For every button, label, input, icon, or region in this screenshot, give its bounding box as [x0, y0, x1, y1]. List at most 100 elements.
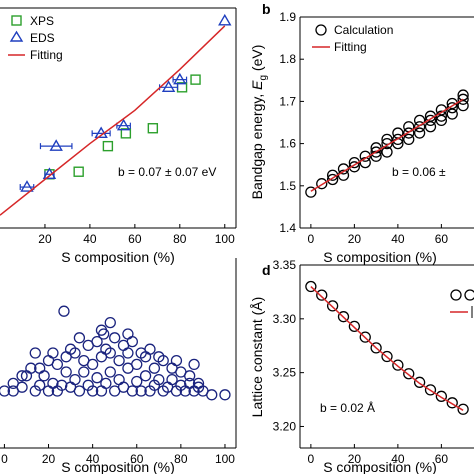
data-point-square — [73, 166, 84, 177]
data-point-circle — [104, 366, 116, 378]
data-point-circle — [413, 121, 426, 133]
data-point-circle — [56, 379, 68, 391]
x-tick-label: 20 — [348, 232, 362, 246]
x-tick-label: 20 — [42, 452, 56, 466]
data-point-circle — [78, 366, 90, 378]
y-tick-label: 1.6 — [279, 137, 296, 151]
data-point-circle — [457, 93, 469, 105]
panel-d-marks — [305, 280, 469, 415]
legend-fitting-label: Fitting — [30, 48, 63, 62]
data-point-circle — [457, 403, 469, 415]
data-point-circle — [403, 127, 415, 139]
panel-a-legend: XPS EDS Fitting — [8, 14, 63, 62]
panel-c-x-axis-label: S composition (%) — [61, 459, 175, 474]
data-point-square — [190, 74, 201, 85]
panel-b-x-axis-label: S composition (%) — [323, 249, 437, 265]
legend-d-circle-marker — [450, 289, 462, 301]
x-tick-label: 60 — [435, 232, 449, 246]
legend-calculation-label: Calculation — [334, 23, 393, 37]
x-tick-label: 40 — [391, 452, 405, 466]
x-tick-label: 0 — [1, 452, 8, 466]
data-point-circle — [316, 178, 328, 190]
data-point-circle — [446, 102, 458, 114]
data-point-triangle — [218, 13, 232, 26]
y-tick-label: 1.9 — [279, 10, 296, 24]
data-point-circle — [305, 280, 317, 293]
panel-d-x-axis-label: S composition (%) — [323, 459, 437, 474]
data-point-circle — [7, 377, 19, 390]
data-point-square — [147, 123, 159, 134]
panel-b-marks — [305, 89, 469, 198]
y-tick-label: 1.7 — [279, 94, 296, 108]
panel-c-ticks: 0 20 40 60 80 100 — [1, 444, 235, 466]
data-point-circle — [34, 362, 46, 374]
data-point-square — [120, 128, 132, 139]
data-point-circle — [403, 133, 415, 146]
panel-d-legend — [450, 289, 474, 318]
x-tick-label: 60 — [128, 232, 142, 246]
data-point-circle — [446, 397, 458, 409]
data-point-circle — [192, 377, 205, 390]
data-point-circle — [100, 377, 112, 390]
data-point-circle — [326, 300, 339, 312]
data-point-circle — [100, 343, 112, 355]
x-tick-label: 20 — [38, 232, 52, 246]
data-point-circle — [86, 385, 99, 397]
y-tick-label: 1.8 — [279, 52, 296, 66]
panel-c-marks — [0, 305, 231, 401]
panel-d-letter: d — [262, 262, 271, 278]
legend-d-circle-marker-2 — [464, 289, 474, 301]
x-tick-label: 20 — [348, 452, 362, 466]
data-point-circle — [370, 142, 382, 154]
data-point-circle — [184, 370, 196, 382]
legend-eds-marker — [9, 30, 24, 42]
data-point-triangle — [20, 180, 34, 192]
panel-a: 20 40 60 80 100 S composition (%) b = 0.07 ±… — [0, 7, 237, 265]
data-point-circle — [73, 332, 86, 344]
data-point-circle — [34, 379, 46, 391]
data-point-circle — [381, 137, 393, 150]
data-point-circle — [206, 389, 218, 401]
data-point-triangle — [173, 72, 187, 85]
data-point-triangle — [49, 139, 63, 151]
data-point-circle — [113, 373, 125, 386]
data-point-circle — [413, 376, 426, 388]
series-line-fit — [310, 285, 464, 411]
data-point-circle — [126, 385, 138, 397]
panel-b-ticks: 0 20 40 60 1.4 1.5 1.6 1.7 1.8 1.9 — [279, 10, 448, 246]
panel-b-legend: Calculation Fitting — [312, 23, 393, 54]
data-point-circle — [131, 358, 143, 371]
y-tick-label: 1.5 — [279, 179, 296, 193]
legend-calculation-marker — [315, 24, 327, 36]
data-point-circle — [69, 373, 81, 386]
data-point-circle — [403, 368, 415, 380]
data-point-triangle — [116, 118, 131, 131]
data-point-circle — [109, 332, 121, 344]
panel-d-y-axis-label: Lattice constant (Å) — [249, 297, 265, 418]
data-point-circle — [381, 350, 393, 363]
data-point-circle — [16, 370, 28, 382]
panel-d-annotation: b = 0.02 Å — [320, 400, 375, 415]
data-point-circle — [47, 347, 59, 359]
data-point-circle — [435, 390, 448, 402]
legend-xps-label: XPS — [30, 14, 54, 28]
x-tick-label: 40 — [391, 232, 405, 246]
panel-a-x-axis-label: S composition (%) — [61, 249, 175, 265]
x-tick-label: 100 — [215, 452, 235, 466]
data-point-circle — [166, 373, 178, 386]
panel-a-ticks: 20 40 60 80 100 — [38, 224, 235, 246]
data-point-circle — [144, 343, 156, 355]
data-point-circle — [25, 362, 37, 374]
data-point-circle — [392, 133, 404, 146]
data-point-circle — [64, 343, 77, 355]
data-point-circle — [316, 289, 328, 301]
x-tick-label: 100 — [215, 232, 235, 246]
panel-a-annotation: b = 0.07 ± 0.07 eV — [118, 165, 216, 179]
data-point-circle — [113, 354, 125, 367]
x-tick-label: 80 — [174, 452, 188, 466]
data-point-circle — [170, 354, 183, 367]
data-point-circle — [326, 173, 339, 186]
series-line-fitting — [0, 25, 226, 216]
data-point-circle — [392, 359, 404, 371]
